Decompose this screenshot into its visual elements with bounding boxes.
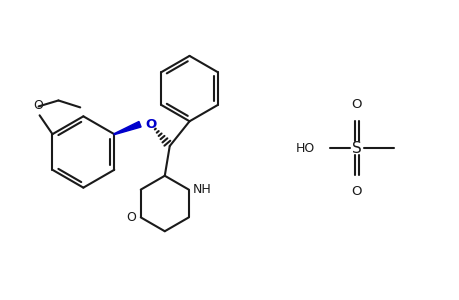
Text: S: S	[351, 140, 361, 155]
Text: O: O	[351, 185, 361, 198]
Polygon shape	[114, 122, 141, 135]
Text: O: O	[126, 211, 135, 224]
Text: O: O	[351, 98, 361, 111]
Text: HO: HO	[295, 142, 314, 154]
Text: O: O	[145, 118, 156, 131]
Text: O: O	[34, 99, 44, 112]
Text: NH: NH	[192, 183, 211, 196]
